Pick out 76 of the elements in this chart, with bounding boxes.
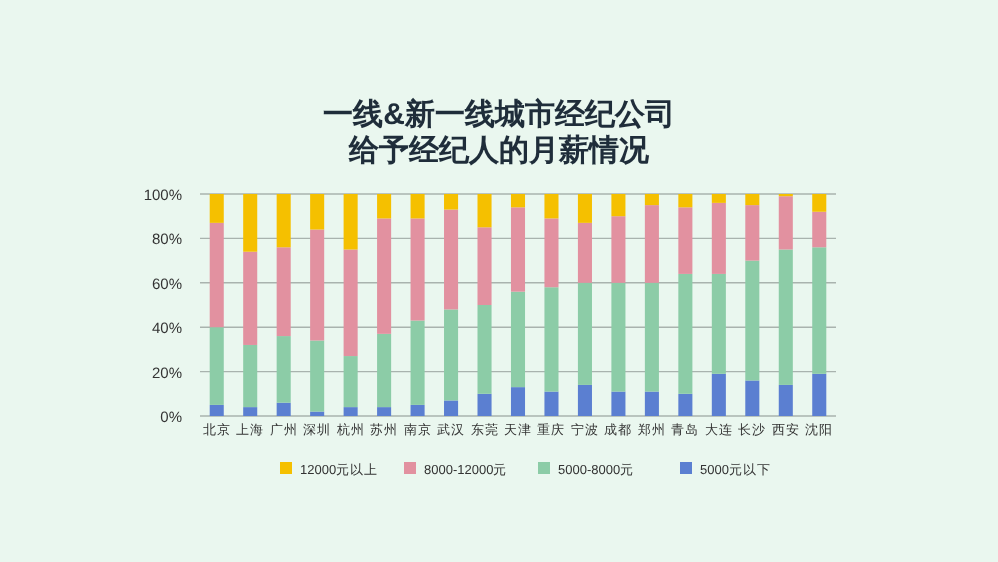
bar [644,391,659,416]
bar [243,344,258,408]
bar [745,205,760,261]
bar [544,194,559,219]
bar [477,194,492,228]
bar [678,194,693,208]
bar [410,404,425,416]
bar [711,202,726,274]
bar [745,380,760,416]
bar [544,218,559,288]
bar [644,205,659,283]
bar [209,404,224,416]
bar [209,327,224,405]
chart-subtitle: 给予经纪人的月薪情况 [347,134,651,168]
bar [644,282,659,392]
bar [611,216,626,283]
bar [209,194,224,223]
bar [276,247,291,337]
bar [711,194,726,203]
bar [778,196,793,250]
bar [812,194,827,212]
bar [276,194,291,248]
bar [778,249,793,385]
bar [611,391,626,416]
bar [377,407,392,416]
bar [444,209,459,310]
bar [510,387,526,416]
bar [778,384,793,416]
bar [611,194,626,217]
bar [410,320,425,405]
bar [243,194,258,252]
bar [343,194,358,250]
bar [209,222,224,328]
bar [377,218,392,334]
bar [678,207,693,274]
bar [343,249,358,357]
bar [510,291,526,388]
bar [243,407,258,416]
bar [745,194,760,206]
bar [577,222,592,283]
chart-title: 一线&新一线城市经纪公司 [323,96,675,132]
bar [310,229,325,341]
bar [544,391,559,416]
bar [410,218,425,321]
bar [577,194,592,223]
bar [377,333,392,408]
bar [745,260,760,381]
bar [544,287,559,392]
bar [276,402,291,416]
bar [577,384,592,416]
bar [276,336,291,403]
bar [812,247,827,374]
bar [477,227,492,305]
bar [711,273,726,374]
bar [678,273,693,394]
bar [410,194,425,219]
bar [444,309,459,401]
bar [310,194,325,230]
bar [510,207,526,292]
bar [377,194,392,219]
bar [343,356,358,408]
bar [812,211,827,248]
bar [711,373,726,416]
bar [510,194,526,208]
bar [343,407,358,416]
bar [477,393,492,416]
bar [444,194,459,210]
bar [812,373,827,416]
bar [243,251,258,345]
bar [310,340,325,412]
bar [678,393,693,416]
bar [444,400,459,416]
bar [644,194,659,206]
bar [477,305,492,394]
bar [577,282,592,385]
bar [611,282,626,392]
